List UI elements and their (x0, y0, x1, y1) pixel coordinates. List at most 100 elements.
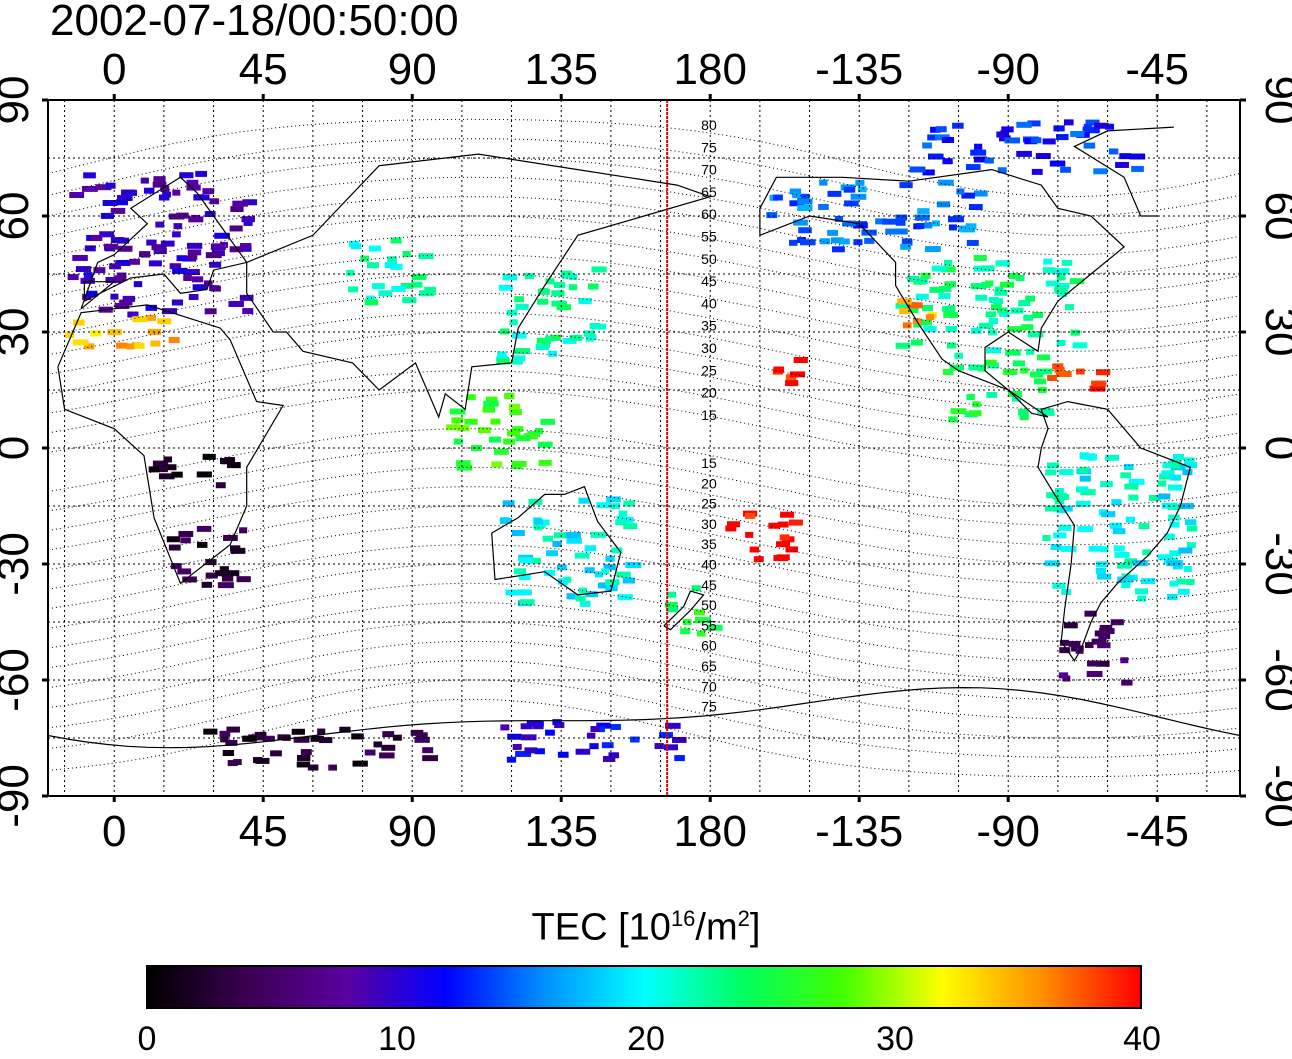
tec-cell (242, 735, 257, 742)
tec-cell (1012, 360, 1025, 367)
tec-cell (1054, 287, 1068, 294)
tec-cell (1123, 464, 1134, 471)
tec-cell (1054, 366, 1065, 373)
tec-cell (153, 176, 166, 183)
tec-cell (922, 142, 932, 149)
tec-cell (514, 348, 531, 355)
top-longitude-label: -135 (815, 45, 903, 94)
tec-cell (1069, 278, 1085, 285)
tec-cell (229, 246, 243, 253)
tec-cell (947, 305, 956, 312)
tec-cell (328, 764, 337, 771)
tec-cell (961, 192, 975, 199)
tec-cell (1017, 408, 1029, 415)
tec-cell (80, 277, 95, 284)
tec-cell (230, 206, 244, 213)
tec-cell (228, 300, 244, 307)
tec-cell (630, 736, 640, 743)
tec-cell (1093, 168, 1108, 175)
mlat-label-south: 25 (701, 496, 717, 512)
tec-cell (512, 743, 522, 750)
tec-cell (936, 201, 951, 208)
tec-cell (1058, 672, 1069, 679)
tec-cell (511, 529, 525, 536)
tec-cell (575, 748, 591, 755)
tec-cell (168, 544, 181, 551)
tec-cell (1083, 123, 1092, 130)
tec-cell (1183, 566, 1192, 573)
tec-cell (968, 364, 985, 371)
tec-cell (1116, 562, 1133, 569)
tec-cell (1045, 280, 1059, 287)
tec-cell (219, 730, 231, 737)
tec-cell (766, 212, 778, 219)
tec-cell (220, 736, 229, 743)
tec-cell (502, 500, 515, 507)
tec-cell (99, 231, 115, 238)
colorbar-title-unit: /m (695, 906, 738, 949)
tec-cell (590, 531, 607, 538)
tec-cell (611, 547, 623, 554)
tec-cell (148, 260, 162, 267)
tec-cell (201, 581, 213, 588)
magnetic-latitude-line (47, 138, 1241, 217)
tec-cell (918, 319, 932, 326)
tec-cell (942, 368, 954, 375)
tec-cell (1005, 349, 1021, 356)
tec-cell (616, 571, 631, 578)
tec-cell (67, 274, 79, 281)
magnetic-latitude-line (47, 273, 1241, 352)
tec-cell (603, 564, 616, 571)
tec-cell (483, 400, 499, 407)
tec-cell (518, 557, 533, 564)
coastline (663, 590, 705, 631)
tec-cell (968, 203, 983, 210)
tec-cell (456, 460, 471, 467)
tec-cell (745, 531, 754, 538)
tec-cell (291, 728, 305, 735)
tec-cell (171, 471, 183, 478)
tec-cell (1070, 329, 1080, 336)
tec-cell (187, 249, 202, 256)
tec-cell (1021, 324, 1034, 331)
tec-cell (105, 276, 122, 283)
tec-cell (682, 618, 692, 625)
tec-cell (551, 334, 561, 341)
tec-cell (773, 555, 788, 562)
mlat-label-north: 75 (701, 139, 717, 155)
tec-cell (540, 418, 555, 425)
tec-cell (798, 227, 812, 234)
tec-cell (981, 265, 995, 272)
tec-cell (270, 750, 282, 757)
tec-cell (929, 286, 945, 293)
tec-cell (1167, 484, 1183, 491)
tec-cell (1186, 525, 1198, 532)
tec-cell (882, 218, 898, 225)
tec-cell (196, 525, 212, 532)
tec-cell (864, 237, 875, 244)
tec-cell (526, 720, 542, 727)
tec-cell (943, 311, 959, 318)
tec-cell (1105, 454, 1120, 461)
magnetic-latitude-line (47, 196, 1241, 275)
mlat-label-north: 30 (701, 340, 717, 356)
tec-cell (211, 285, 221, 292)
tec-cell (1119, 153, 1132, 160)
tec-cell (195, 170, 207, 177)
tec-cell (965, 164, 981, 171)
tec-cell (84, 343, 95, 350)
tec-cell (941, 266, 956, 273)
tec-cell (503, 438, 516, 445)
tec-cell (552, 719, 562, 726)
tec-cell (86, 290, 98, 297)
tec-cell (477, 427, 491, 434)
tec-cell (895, 219, 906, 226)
tec-cell (115, 275, 125, 282)
tec-cell (970, 283, 986, 290)
tec-cell (115, 342, 128, 349)
tec-cell (997, 307, 1008, 314)
tec-cell (844, 200, 859, 207)
tec-cell (520, 734, 537, 741)
tec-cell (1053, 494, 1070, 501)
tec-cell (205, 572, 218, 579)
